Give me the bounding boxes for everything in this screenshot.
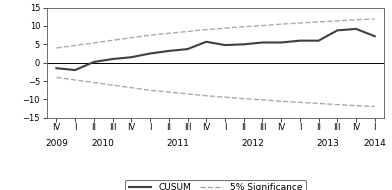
Legend: CUSUM, 5% Significance: CUSUM, 5% Significance [125, 180, 306, 190]
